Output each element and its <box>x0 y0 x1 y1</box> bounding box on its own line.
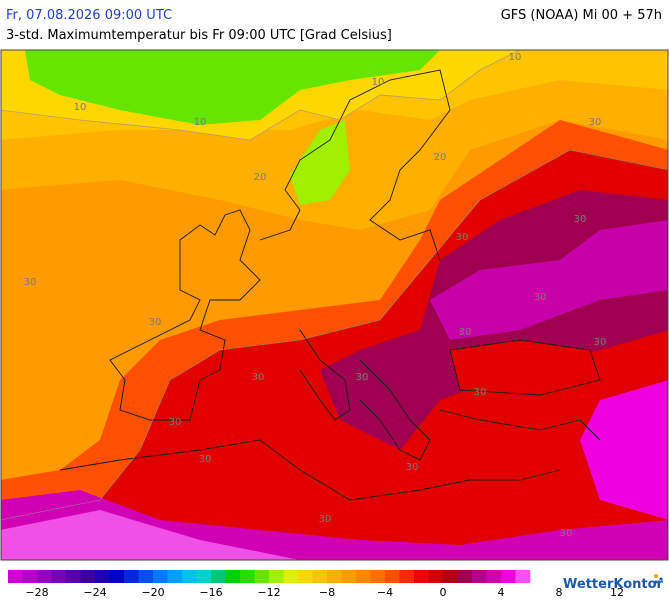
legend-swatch <box>66 570 81 583</box>
temp-field <box>580 380 668 520</box>
legend-swatch <box>211 570 226 583</box>
contour-label: 30 <box>252 372 265 383</box>
legend-label: −16 <box>199 586 222 599</box>
isotherm <box>1 149 668 521</box>
contour-label: 20 <box>434 152 447 163</box>
legend-swatch <box>428 570 444 583</box>
legend-label: 12 <box>610 586 624 599</box>
legend-swatch <box>182 570 197 583</box>
legend-swatch <box>196 570 212 583</box>
legend-swatch <box>356 570 371 583</box>
contour-label: 30 <box>459 327 472 338</box>
legend-swatch <box>385 570 400 583</box>
legend-label: −24 <box>83 586 106 599</box>
legend-swatch <box>167 570 183 583</box>
contour-label: 10 <box>509 52 522 63</box>
contour-labels: 10 10 10 10 20 20 30 30 30 30 30 30 30 30 30 30 30 30 30 30… <box>24 52 607 539</box>
black-sea <box>450 340 600 395</box>
legend-label: −20 <box>141 586 164 599</box>
legend-label: −4 <box>377 586 393 599</box>
legend-swatch <box>22 570 38 583</box>
coastline <box>259 69 451 261</box>
coastline <box>109 209 261 421</box>
legend-swatch <box>414 570 429 583</box>
legend-swatch <box>225 570 241 583</box>
legend-swatch <box>501 570 516 583</box>
contour-label: 30 <box>474 387 487 398</box>
model-run: GFS (NOAA) Mi 00 + 57h <box>501 8 662 23</box>
contour-label: 30 <box>319 514 332 525</box>
legend-swatch <box>457 570 473 583</box>
legend-swatch <box>80 570 96 583</box>
contour-label: 30 <box>534 292 547 303</box>
legend-swatch <box>124 570 139 583</box>
legend-swatch <box>399 570 415 583</box>
legend-swatch <box>8 570 23 583</box>
contour-label: 20 <box>254 172 267 183</box>
contour-label: 30 <box>356 372 369 383</box>
temp-field <box>25 50 440 125</box>
legend-swatch <box>327 570 342 583</box>
contour-label: 30 <box>574 214 587 225</box>
legend-label: −8 <box>319 586 335 599</box>
legend-swatch <box>298 570 313 583</box>
legend-swatch <box>341 570 357 583</box>
legend-swatch <box>254 570 270 583</box>
legend-swatch <box>109 570 125 583</box>
map: 10 10 10 10 20 20 30 30 30 30 30 30 30 30 30 30 30 30 30 30… <box>0 49 669 561</box>
legend-swatch <box>37 570 52 583</box>
subtitle: 3-std. Maximumtemperatur bis Fr 09:00 UT… <box>6 28 392 43</box>
contour-label: 30 <box>169 417 182 428</box>
contour-label: 30 <box>589 117 602 128</box>
legend-swatch <box>472 570 487 583</box>
legend-label: −12 <box>257 586 280 599</box>
legend-swatch <box>51 570 67 583</box>
coastline <box>439 339 601 441</box>
temp-field <box>1 510 300 560</box>
legend-swatch <box>95 570 110 583</box>
legend-label: 4 <box>498 586 505 599</box>
brand-icon <box>654 574 663 584</box>
brand-logo: WetterKontor <box>563 577 664 592</box>
coastline <box>59 439 561 501</box>
contour-label: 30 <box>560 528 573 539</box>
legend-swatch <box>515 570 531 583</box>
legend-swatch <box>486 570 502 583</box>
temp-field <box>290 120 350 205</box>
contour-label: 10 <box>372 77 385 88</box>
temp-field <box>430 220 668 340</box>
legend-swatch <box>312 570 328 583</box>
legend-swatch <box>269 570 284 583</box>
legend-swatch <box>370 570 386 583</box>
contour-label: 10 <box>74 102 87 113</box>
contour-label: 30 <box>456 232 469 243</box>
coastline <box>299 329 431 461</box>
legend-swatch <box>240 570 255 583</box>
map-frame <box>0 49 669 561</box>
legend-label: 8 <box>556 586 563 599</box>
contour-label: 30 <box>406 462 419 473</box>
legend-swatch <box>443 570 458 583</box>
contour-label: 30 <box>199 454 212 465</box>
legend-swatch <box>153 570 168 583</box>
contour-label: 30 <box>24 277 37 288</box>
legend-label: −28 <box>25 586 48 599</box>
isotherm <box>1 50 521 141</box>
legend-swatch <box>138 570 154 583</box>
datetime: Fr, 07.08.2026 09:00 UTC <box>6 8 172 23</box>
legend-swatch <box>283 570 299 583</box>
contour-label: 30 <box>149 317 162 328</box>
legend-label: 0 <box>440 586 447 599</box>
contour-label: 10 <box>194 117 207 128</box>
color-legend: −28−24−20−16−12−8−40481216202428323640 <box>8 570 669 599</box>
contour-label: 30 <box>594 337 607 348</box>
